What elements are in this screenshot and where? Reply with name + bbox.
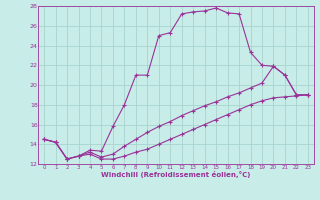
X-axis label: Windchill (Refroidissement éolien,°C): Windchill (Refroidissement éolien,°C) xyxy=(101,171,251,178)
